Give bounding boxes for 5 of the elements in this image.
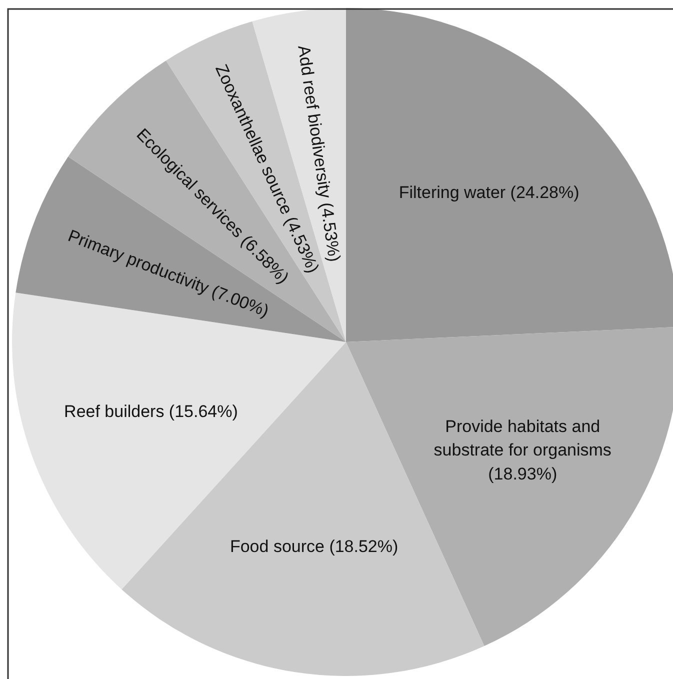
slice-label: Filtering water (24.28%) [398, 182, 580, 202]
slice-label: Provide habitats and substrate for organisms [434, 416, 612, 460]
slice-label: Reef builders (15.64%) [64, 402, 238, 422]
data-label: (18.93%) [488, 464, 558, 484]
slice-label: Food source (18.52%) [230, 537, 398, 556]
